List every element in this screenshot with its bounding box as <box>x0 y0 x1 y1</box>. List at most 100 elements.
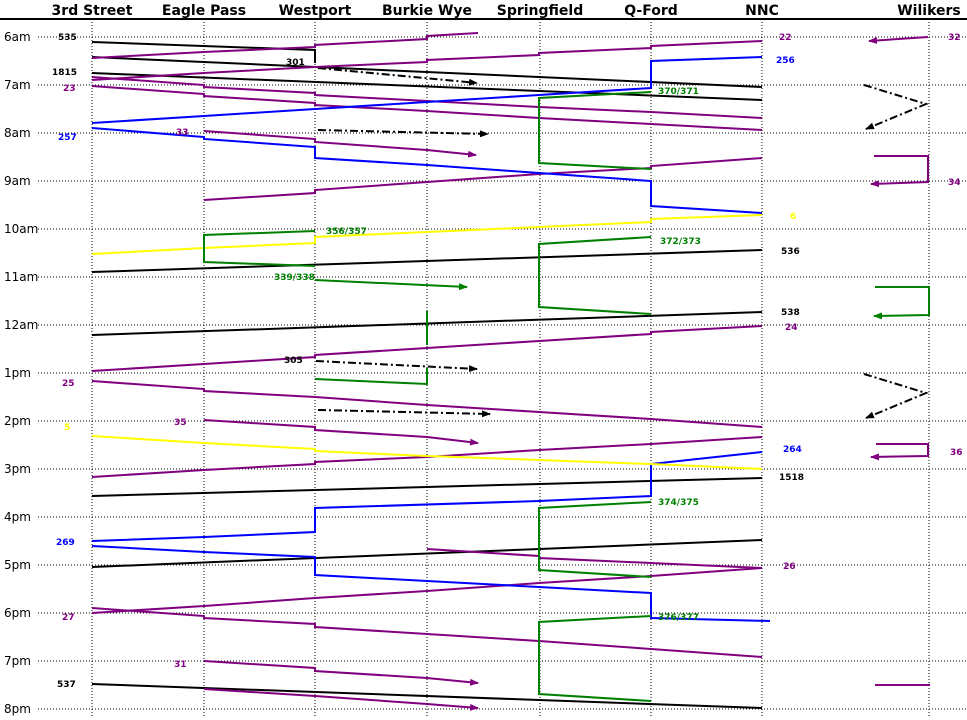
train-label-535: 535 <box>58 33 77 43</box>
train-label-339-338: 339/338 <box>274 273 315 283</box>
train-line-23 <box>91 85 763 131</box>
station-header-springfield: Springfield <box>497 3 584 19</box>
train-line-32 <box>868 36 929 44</box>
train-line-green-burkie-1pm <box>314 368 428 386</box>
train-line-356-357 <box>203 230 316 267</box>
station-headers: 3rd Street Eagle Pass Westport Burkie Wye Sp… <box>52 3 961 19</box>
train-line-25 <box>91 380 763 428</box>
train-line-black-5pm <box>91 539 763 568</box>
train-label-370-371: 370/371 <box>658 87 699 97</box>
station-header-westport: Westport <box>279 3 352 19</box>
train-label-257: 257 <box>58 133 77 143</box>
train-line-6 <box>91 214 763 255</box>
station-header-nnc: NNC <box>745 3 779 19</box>
train-line-305-deadhead <box>315 360 478 373</box>
train-label-31: 31 <box>174 660 187 670</box>
time-label-10am: 10am <box>4 222 38 236</box>
time-label-7pm: 7pm <box>4 654 31 668</box>
train-line-535 <box>91 41 316 63</box>
station-header-burkie-wye: Burkie Wye <box>382 3 472 19</box>
train-label-22: 22 <box>779 33 792 43</box>
time-label-8pm: 8pm <box>4 702 31 716</box>
train-label-1518: 1518 <box>779 473 804 483</box>
train-label-36: 36 <box>950 448 963 458</box>
train-line-inbound-early <box>91 32 479 59</box>
train-line-nnc-feeder-5pm <box>426 548 763 569</box>
time-label-12am: 12am <box>4 318 38 332</box>
train-line-35 <box>203 419 479 446</box>
train-line-5 <box>91 435 763 470</box>
train-line-31 <box>203 660 479 686</box>
train-label-376-377: 376/377 <box>658 613 699 623</box>
train-label-1815: 1815 <box>52 68 77 78</box>
train-label-5: 5 <box>64 423 70 433</box>
train-label-26: 26 <box>783 562 796 572</box>
train-line-339-338 <box>314 279 468 291</box>
train-label-35: 35 <box>174 418 187 428</box>
train-line-33 <box>203 130 477 158</box>
train-label-264: 264 <box>783 445 802 455</box>
station-header-wilikers: Wilikers <box>897 3 961 19</box>
train-label-24: 24 <box>785 323 798 333</box>
train-line-536 <box>91 249 763 273</box>
time-label-5pm: 5pm <box>4 558 31 572</box>
train-line-deadhead-wilikers-am <box>863 84 929 130</box>
time-label-1pm: 1pm <box>4 366 31 380</box>
train-line-537 <box>91 683 763 709</box>
train-label-269: 269 <box>56 538 75 548</box>
train-line-301-deadhead <box>317 67 478 86</box>
train-line-22 <box>91 40 763 81</box>
time-label-6am: 6am <box>4 30 31 44</box>
train-label-374-375: 374/375 <box>658 498 699 508</box>
time-axis: 6am 7am 8am 9am 10am 11am 12am 1pm 2pm 3pm 4pm 5pm 6… <box>4 30 38 716</box>
train-label-23: 23 <box>63 84 76 94</box>
train-label-256: 256 <box>776 56 795 66</box>
train-label-32: 32 <box>948 33 961 43</box>
train-label-305: 305 <box>284 356 303 366</box>
train-line-34 <box>870 155 929 188</box>
time-label-8am: 8am <box>4 126 31 140</box>
train-line-green-wilikers-turn <box>873 286 930 320</box>
train-line-376-377 <box>538 615 652 702</box>
train-line-257 <box>91 127 763 214</box>
train-line-inbound-9am <box>203 157 763 201</box>
train-line-264 <box>91 451 763 542</box>
train-label-537: 537 <box>57 680 76 690</box>
train-label-356-357: 356/357 <box>326 227 367 237</box>
grid <box>0 18 967 718</box>
train-line-1815 <box>91 72 763 101</box>
train-line-outbound-650am <box>91 76 763 119</box>
train-label-33: 33 <box>176 128 189 138</box>
train-line-deadhead-wilikers-pm <box>863 373 929 419</box>
train-label-25: 25 <box>62 379 75 389</box>
train-line-deadhead-8am <box>317 129 489 138</box>
train-line-inbound-3pm <box>91 436 763 478</box>
time-label-11am: 11am <box>4 270 38 284</box>
train-label-27: 27 <box>62 613 75 623</box>
train-line-outbound-7pm <box>203 688 479 711</box>
train-line-256 <box>91 56 763 124</box>
train-line-24 <box>91 325 763 372</box>
station-header-q-ford: Q-Ford <box>624 3 678 19</box>
train-line-27 <box>91 607 763 658</box>
train-line-269 <box>91 545 771 622</box>
train-label-301: 301 <box>286 58 305 68</box>
train-label-536: 536 <box>781 247 800 257</box>
train-lines <box>91 32 930 711</box>
time-label-3pm: 3pm <box>4 462 31 476</box>
train-line-372-373 <box>538 236 652 315</box>
train-line-370-371 <box>538 91 652 170</box>
time-label-6pm: 6pm <box>4 606 31 620</box>
train-line-36 <box>870 443 929 461</box>
train-label-538: 538 <box>781 308 800 318</box>
time-label-9am: 9am <box>4 174 31 188</box>
station-header-eagle-pass: Eagle Pass <box>162 3 246 19</box>
train-label-372-373: 372/373 <box>660 237 701 247</box>
train-label-6: 6 <box>790 212 796 222</box>
train-line-374-375 <box>538 501 652 578</box>
train-label-34: 34 <box>948 178 961 188</box>
time-label-2pm: 2pm <box>4 414 31 428</box>
